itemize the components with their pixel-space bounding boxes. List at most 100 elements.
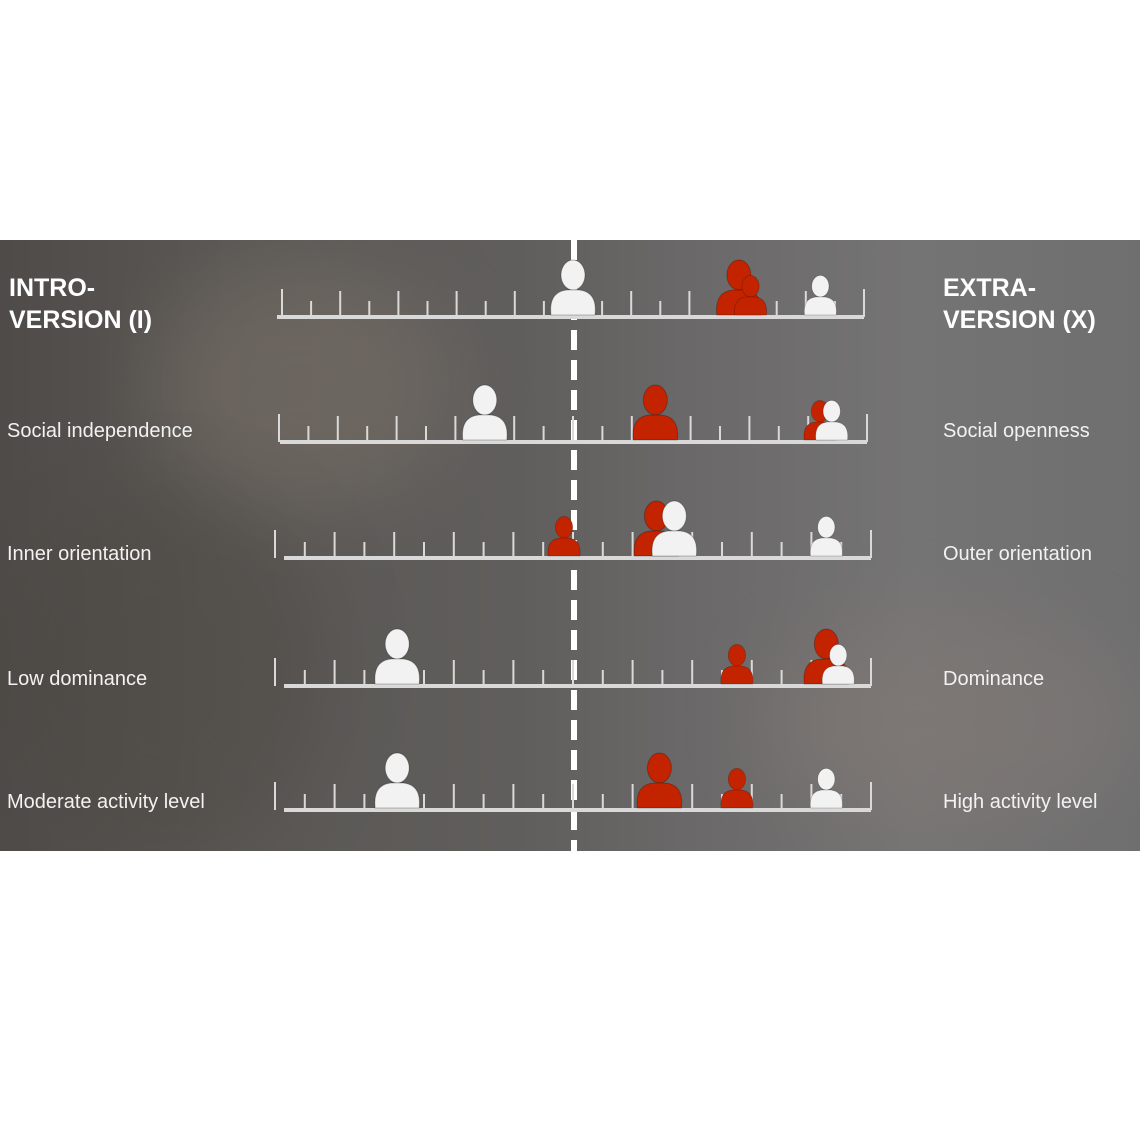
infographic-panel: INTRO- VERSION (I) EXTRA- VERSION (X) So… <box>0 240 1140 851</box>
scale-tick <box>631 532 634 558</box>
scale-tick <box>689 416 692 442</box>
scale-tick <box>631 784 634 810</box>
scale-tick <box>452 784 455 810</box>
scale-tick <box>870 530 872 558</box>
white-person-icon <box>809 516 843 557</box>
scale-tick <box>397 291 400 317</box>
scale-axis-line <box>284 808 871 812</box>
right-label-high-activity: High activity level <box>943 791 1098 813</box>
scale-tick <box>572 660 574 686</box>
white-person-icon <box>550 259 596 316</box>
scale-tick <box>777 426 780 442</box>
scale-tick <box>513 416 516 442</box>
scale-tick <box>333 660 336 686</box>
scale-tick <box>775 301 778 317</box>
scale-tick <box>601 426 604 442</box>
scale-tick <box>512 532 515 558</box>
scale-tick <box>368 301 371 317</box>
red-person-icon <box>632 384 679 441</box>
scale-tick <box>274 658 276 686</box>
scale-tick <box>303 794 306 810</box>
scale-tick <box>780 794 783 810</box>
scale-tick <box>423 542 425 558</box>
scale-tick <box>482 670 485 686</box>
scale-tick <box>452 532 455 558</box>
scale-tick <box>542 301 545 317</box>
left-label-moderate-activity: Moderate activity level <box>7 791 205 813</box>
scale-tick <box>339 291 342 317</box>
scale-row-1 <box>278 384 868 444</box>
scale-tick <box>659 301 662 317</box>
extraversion-title-line2: VERSION (X) <box>943 306 1096 334</box>
scale-tick <box>426 301 429 317</box>
scale-tick <box>512 784 515 810</box>
scale-tick <box>870 658 872 686</box>
scale-tick <box>691 660 694 686</box>
scale-tick <box>721 542 723 558</box>
scale-tick <box>281 289 283 317</box>
white-person-icon <box>803 275 837 316</box>
scale-tick <box>601 794 604 810</box>
scale-tick <box>780 670 783 686</box>
scale-tick <box>601 670 604 686</box>
scale-tick <box>303 670 306 686</box>
scale-tick <box>423 794 425 810</box>
scale-tick <box>336 416 339 442</box>
extraversion-title: EXTRA- VERSION (X) <box>943 272 1096 336</box>
scale-tick <box>423 670 425 686</box>
scale-tick <box>395 416 398 442</box>
scale-tick <box>333 784 336 810</box>
scale-tick <box>630 291 633 317</box>
red-person-icon <box>734 275 767 316</box>
red-person-icon <box>720 644 754 685</box>
scale-tick <box>333 532 336 558</box>
scale-tick <box>750 660 753 686</box>
scale-row-4 <box>274 752 872 812</box>
left-label-low-dominance: Low dominance <box>7 668 148 690</box>
scale-axis-line <box>284 684 871 688</box>
scale-tick <box>425 426 427 442</box>
scale-tick <box>310 301 313 317</box>
left-label-social-independence: Social independence <box>7 420 193 442</box>
scale-tick <box>750 784 753 810</box>
scales-layer <box>274 259 872 812</box>
scale-axis-line <box>277 315 864 319</box>
scale-tick <box>303 542 306 558</box>
scale-tick <box>482 542 485 558</box>
scale-tick <box>866 414 868 442</box>
scale-tick <box>601 542 604 558</box>
white-person-icon <box>815 400 849 441</box>
scale-tick <box>572 784 574 810</box>
scale-tick <box>307 426 310 442</box>
scale-tick <box>455 291 458 317</box>
scale-tick <box>484 301 487 317</box>
red-person-icon <box>547 516 581 557</box>
scale-tick <box>542 426 545 442</box>
scale-row-2 <box>274 500 872 560</box>
scale-tick <box>278 414 280 442</box>
scale-tick <box>482 794 485 810</box>
scale-tick <box>393 532 396 558</box>
scale-tick <box>512 660 515 686</box>
scale-tick <box>363 794 366 810</box>
scale-tick <box>542 670 545 686</box>
scale-axis-line <box>284 556 871 560</box>
introversion-title-line1: INTRO- <box>9 274 96 302</box>
scale-tick <box>780 542 783 558</box>
scale-tick <box>454 416 457 442</box>
scale-tick <box>631 660 634 686</box>
left-label-inner-orientation: Inner orientation <box>7 543 152 565</box>
scale-row-3 <box>274 628 872 688</box>
white-person-icon <box>374 628 420 685</box>
scale-tick <box>601 301 604 317</box>
scale-tick <box>691 784 694 810</box>
scale-tick <box>810 784 813 810</box>
white-person-icon <box>809 768 843 809</box>
right-label-dominance: Dominance <box>943 668 1045 690</box>
scale-tick <box>542 794 545 810</box>
scale-tick <box>274 530 276 558</box>
white-person-icon <box>374 752 420 809</box>
scale-tick <box>661 670 664 686</box>
scale-tick <box>366 426 369 442</box>
background-photo-face <box>150 260 450 510</box>
